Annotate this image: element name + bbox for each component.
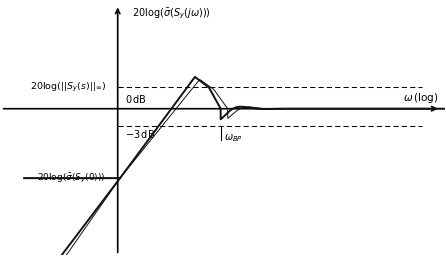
Text: $0\,\mathrm{dB}$: $0\,\mathrm{dB}$ xyxy=(125,93,147,105)
Text: $-3\,\mathrm{dB}$: $-3\,\mathrm{dB}$ xyxy=(125,128,155,140)
Text: $20\log(\bar{\sigma}(S_y(j\omega)))$: $20\log(\bar{\sigma}(S_y(j\omega)))$ xyxy=(132,6,211,21)
Text: $\omega_{BP}$: $\omega_{BP}$ xyxy=(224,132,244,144)
Text: $\omega\,(\mathrm{log})$: $\omega\,(\mathrm{log})$ xyxy=(403,91,438,105)
Text: $20\log(||S_y(s)||_{\infty})$: $20\log(||S_y(s)||_{\infty})$ xyxy=(29,81,106,94)
Text: $20\log(\bar{\sigma}(S_y(0)))$: $20\log(\bar{\sigma}(S_y(0)))$ xyxy=(37,172,106,185)
